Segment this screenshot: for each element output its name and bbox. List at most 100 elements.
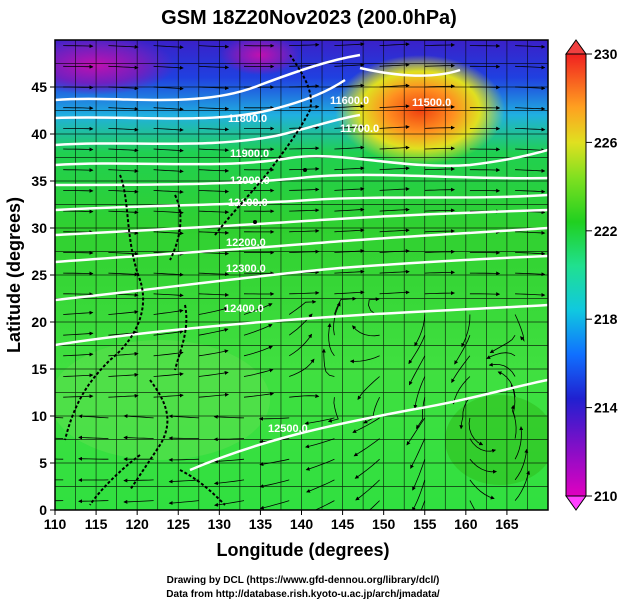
- colorbar-min-arrow: [565, 495, 587, 511]
- streamline: [63, 352, 94, 357]
- streamline: [459, 396, 471, 430]
- streamline: [352, 417, 380, 433]
- island-marker: [253, 220, 257, 224]
- streamline: [213, 414, 245, 419]
- streamline: [63, 85, 94, 90]
- streamline: [424, 229, 455, 234]
- streamline: [379, 207, 410, 212]
- streamline: [514, 426, 524, 460]
- streamline: [334, 166, 365, 171]
- streamline: [153, 45, 184, 50]
- streamline: [334, 228, 365, 233]
- streamline: [515, 272, 546, 277]
- streamline: [515, 230, 546, 235]
- colorbar-tick-label: 210: [594, 488, 618, 504]
- streamline: [424, 146, 455, 151]
- contour-label: 11600.0: [330, 95, 369, 107]
- streamline: [63, 188, 94, 193]
- streamline: [379, 145, 410, 150]
- streamline: [108, 393, 139, 398]
- streamline: [63, 250, 94, 255]
- streamline: [168, 436, 199, 441]
- x-tick-label: 145: [331, 516, 355, 532]
- streamline: [334, 42, 365, 47]
- streamline: [515, 251, 546, 256]
- streamline: [515, 148, 546, 153]
- streamline: [63, 310, 94, 315]
- streamline: [63, 126, 94, 131]
- streamline: [123, 435, 154, 440]
- streamline: [424, 104, 455, 109]
- streamline: [63, 168, 94, 173]
- y-tick-label: 30: [31, 220, 47, 236]
- streamline: [353, 438, 380, 457]
- streamline: [334, 269, 365, 274]
- streamline: [198, 127, 230, 132]
- streamline: [452, 376, 471, 405]
- streamline: [108, 272, 139, 277]
- streamline: [289, 228, 320, 233]
- plot-title: GSM 18Z20Nov2023 (200.0hPa): [161, 7, 457, 29]
- x-axis-label: Longitude (degrees): [216, 540, 389, 560]
- streamline: [258, 416, 290, 421]
- streamline: [334, 62, 365, 67]
- streamline: [108, 127, 139, 132]
- streamline: [63, 331, 94, 336]
- contour-label: 11700.0: [340, 123, 379, 135]
- streamline: [334, 187, 365, 191]
- streamline: [153, 350, 184, 357]
- y-tick-label: 40: [31, 126, 47, 142]
- warm-anomaly: [335, 55, 505, 165]
- streamline: [198, 148, 230, 153]
- streamline: [168, 479, 199, 484]
- streamline: [515, 86, 546, 91]
- streamline: [416, 397, 426, 430]
- x-tick-label: 110: [44, 516, 67, 532]
- streamline: [406, 417, 426, 446]
- contour-label: 11900.0: [230, 148, 269, 160]
- y-tick-label: 45: [31, 79, 47, 95]
- streamline: [379, 104, 410, 109]
- streamline: [78, 414, 109, 419]
- streamline: [289, 187, 320, 192]
- streamline: [515, 292, 546, 297]
- x-tick-label: 155: [413, 516, 437, 532]
- streamline: [333, 302, 341, 336]
- streamline: [153, 148, 184, 153]
- streamline: [334, 83, 365, 88]
- streamline: [108, 310, 139, 315]
- contour-label-group: 11500.0 11600.0 11700.0 11800.0 11900.0 …: [224, 95, 451, 435]
- streamline: [334, 145, 365, 150]
- streamline: [515, 106, 546, 111]
- streamline: [289, 146, 320, 151]
- streamlines: [55, 42, 546, 510]
- streamline: [424, 208, 455, 213]
- streamline: [168, 457, 199, 462]
- streamline: [469, 500, 476, 510]
- streamline: [379, 269, 410, 274]
- streamline: [289, 84, 320, 89]
- lat-lon-grid: [55, 40, 548, 510]
- contour-label: 12300.0: [226, 263, 266, 275]
- streamline: [243, 303, 273, 315]
- streamline: [408, 335, 426, 365]
- contour-label: 12000.0: [230, 175, 270, 187]
- streamline: [515, 127, 546, 132]
- contour-label: 12100.0: [228, 197, 268, 209]
- streamline: [515, 168, 546, 173]
- cold-anomaly-north: [220, 40, 300, 75]
- streamline: [153, 127, 184, 132]
- streamline: [289, 42, 320, 47]
- streamline: [153, 372, 184, 377]
- streamline: [198, 189, 230, 194]
- streamline: [153, 65, 184, 70]
- streamline: [259, 500, 290, 510]
- streamline: [289, 358, 315, 377]
- streamline: [108, 44, 139, 49]
- streamline: [334, 296, 357, 315]
- streamline: [515, 44, 546, 49]
- streamline: [497, 371, 516, 398]
- streamline: [153, 293, 184, 298]
- streamline: [108, 189, 139, 194]
- x-axis-ticks: 110 115 120 125 130 135 140 145 150 155 160 165: [44, 510, 519, 532]
